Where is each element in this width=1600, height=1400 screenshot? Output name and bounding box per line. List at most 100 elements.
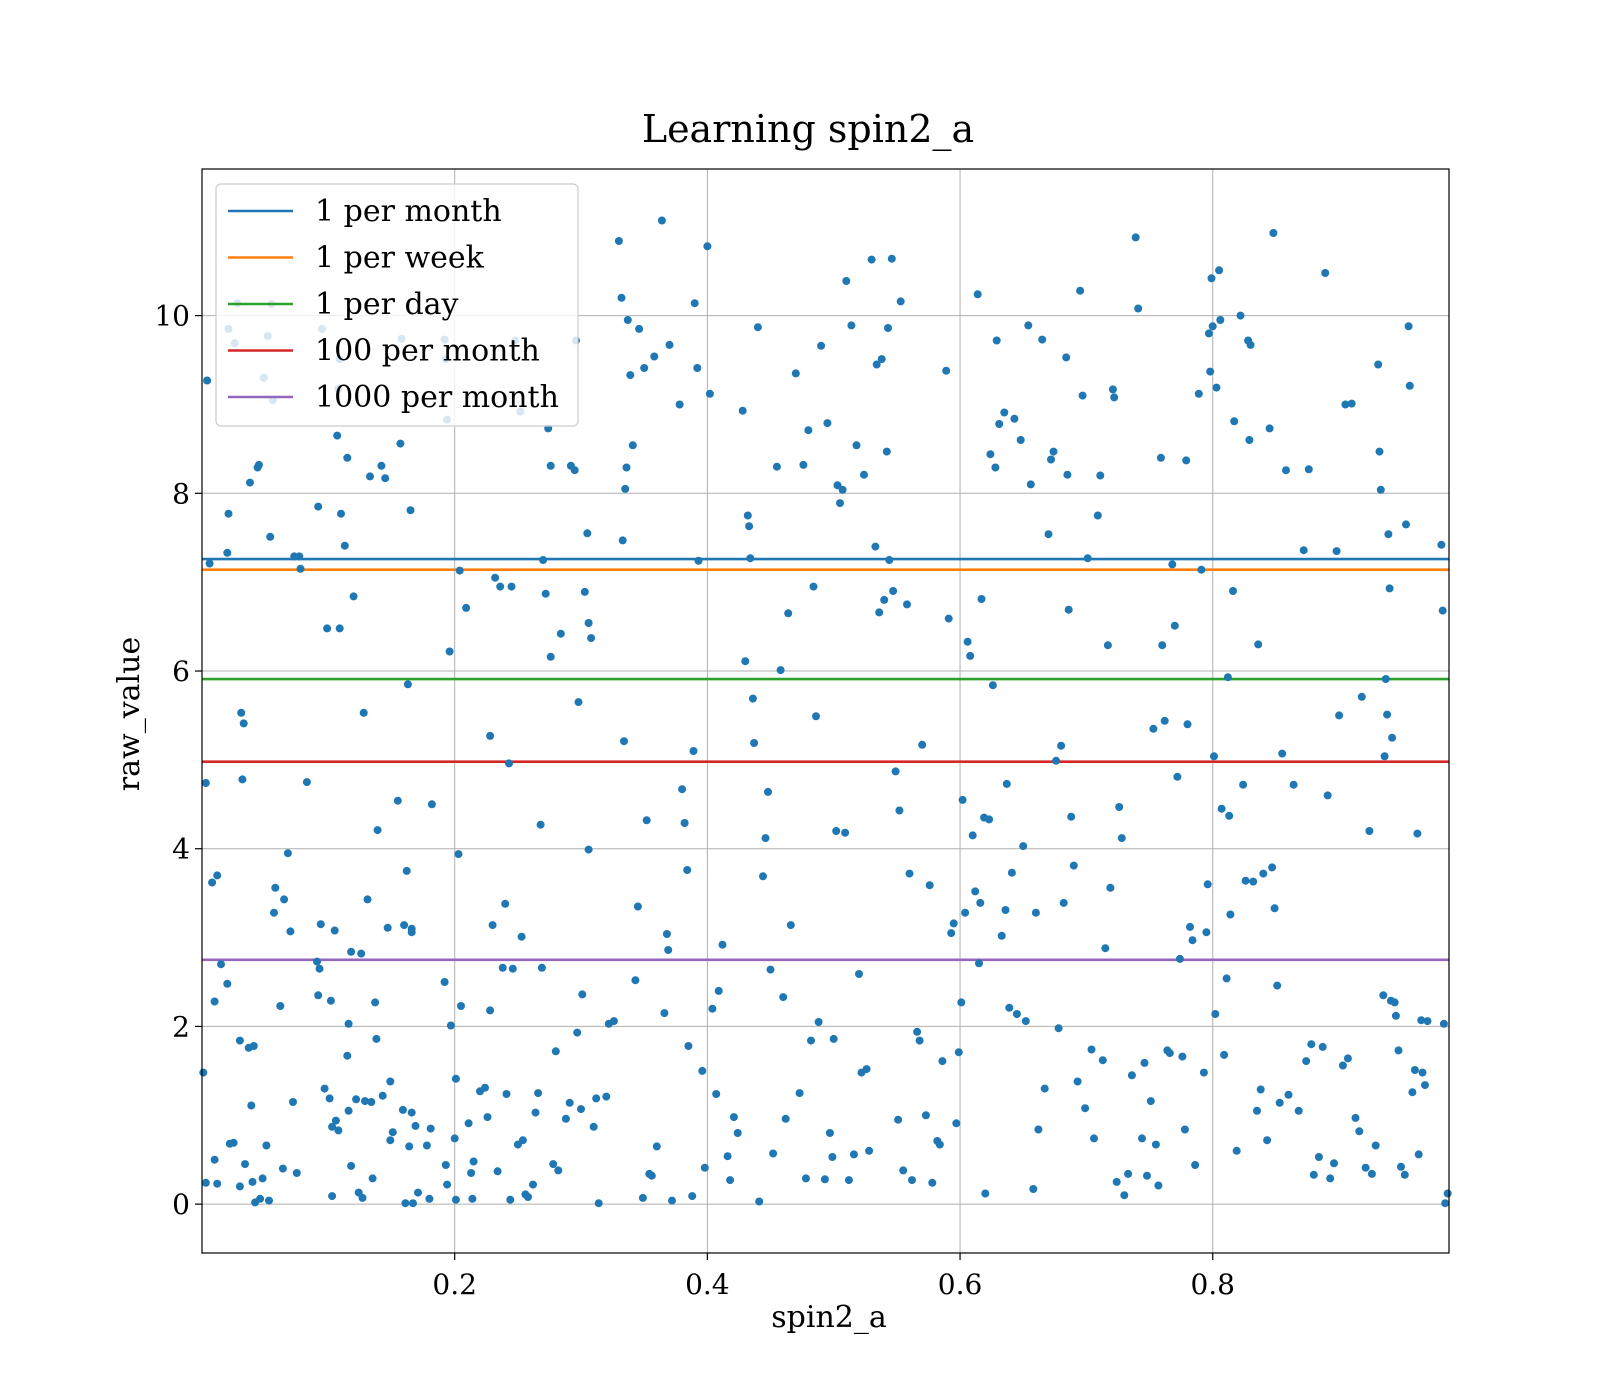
data-point [372,1034,381,1043]
data-point [1418,1068,1427,1077]
data-point [549,1160,558,1169]
data-point [486,731,495,740]
data-point [1381,675,1390,683]
data-point [1154,1181,1163,1190]
data-point [1063,470,1072,479]
data-point [361,1097,369,1106]
data-point [1335,711,1344,720]
data-point [1216,316,1225,324]
data-point [633,902,642,911]
data-point [954,1048,963,1057]
data-point [1376,485,1385,494]
data-point [867,255,876,264]
data-point [1256,1085,1265,1094]
data-point [546,461,555,470]
data-point [889,587,898,595]
data-point [577,1105,585,1114]
data-point [1210,752,1218,761]
data-point [344,1019,353,1028]
data-point [714,986,723,995]
data-point [1323,791,1332,800]
data-point [698,1066,707,1075]
data-point [443,1180,452,1189]
data-point [386,1136,395,1145]
data-point [541,589,550,598]
data-point [266,532,275,541]
data-point [688,1192,697,1201]
data-point [1182,456,1191,465]
data-point [1417,1016,1426,1025]
data-point [849,1150,858,1159]
data-point [1282,466,1290,475]
x-tick-label: 0.8 [1190,1268,1235,1301]
data-point [1101,944,1110,953]
data-point [942,366,951,375]
data-point [1253,1106,1261,1115]
data-point [208,878,217,887]
data-point [966,651,975,660]
data-point [1341,400,1350,409]
data-point [1103,641,1112,650]
data-point [223,979,232,988]
data-point [205,559,214,568]
plot-frame [201,168,1450,1254]
data-point [1108,385,1117,394]
data-point [700,1163,709,1172]
data-point [457,1002,465,1010]
chart-title: Learning spin2_a [642,107,974,152]
data-point [786,921,795,930]
data-point [224,509,233,518]
data-point [344,1106,353,1115]
data-point [1423,1017,1432,1026]
data-point [807,1036,815,1045]
data-point [635,324,644,333]
data-point [296,564,305,573]
y-axis-ticks: 0 2 4 6 8 10 [154,300,202,1221]
data-point [1405,381,1414,390]
data-point [337,509,345,518]
data-point [1188,936,1197,945]
data-point [1057,741,1066,750]
data-point [1318,1042,1327,1051]
data-point [620,737,628,746]
data-point [254,460,263,469]
data-point [203,376,212,385]
data-point [464,1119,473,1128]
data-point [1404,322,1413,331]
data-point [1156,453,1165,462]
data-point [828,1153,837,1161]
data-point [1394,1046,1403,1055]
data-point [748,694,757,703]
legend: 1 per month 1 per week 1 per day 100 per mo… [215,183,579,427]
data-point [1202,928,1211,937]
data-point [1217,804,1226,813]
data-point [468,1194,477,1203]
data-point [652,1142,661,1151]
data-point [325,1094,334,1103]
data-point [1414,1150,1423,1159]
data-point [1000,408,1009,417]
data-point [1351,1113,1360,1122]
data-point [276,1002,285,1010]
data-point [885,556,894,564]
data-point [340,541,349,550]
data-point [915,1036,924,1045]
data-point [836,499,844,508]
data-point [871,542,880,551]
data-point [1026,480,1035,489]
data-point [1254,640,1263,649]
data-point [729,1113,738,1122]
data-point [997,931,1006,940]
data-point [358,1193,367,1202]
data-point [1371,1141,1380,1150]
threshold-lines [202,557,1449,962]
data-point [1096,471,1105,480]
data-point [949,919,958,928]
data-point [584,845,593,854]
data-point [761,834,770,843]
data-point [626,371,635,380]
data-point [1146,1097,1155,1106]
data-point [1149,724,1158,733]
data-point [1259,869,1268,878]
